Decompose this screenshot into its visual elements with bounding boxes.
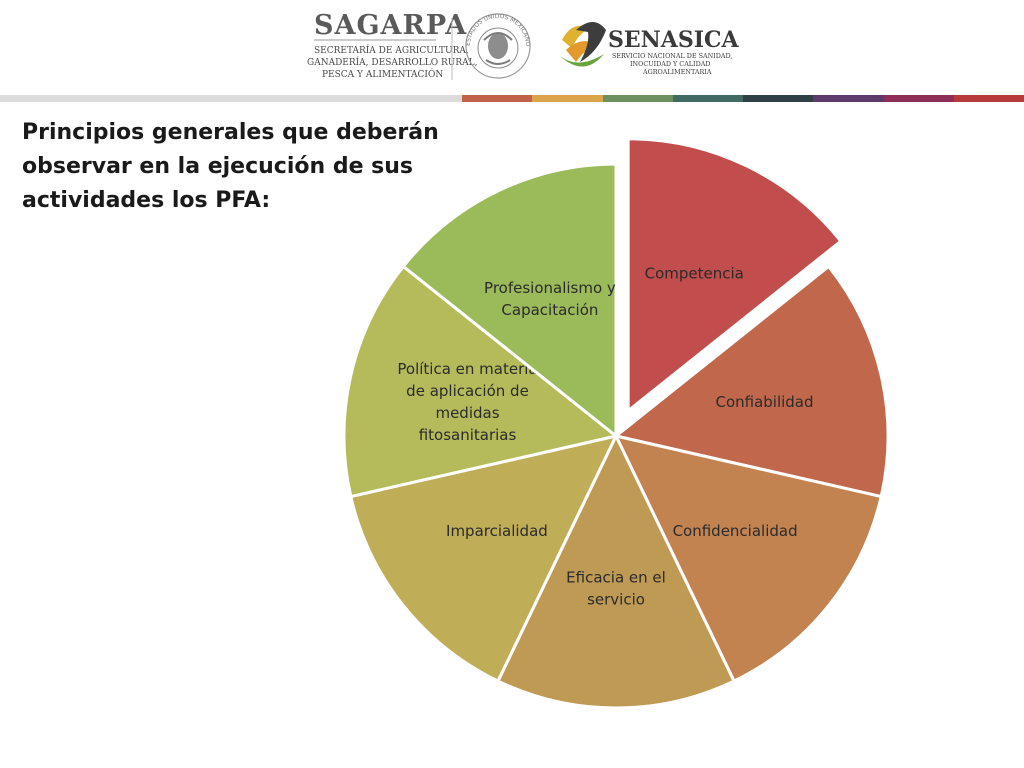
pie-slice: [349, 434, 618, 683]
sagarpa-subtitle-1: SECRETARÍA DE AGRICULTURA,: [314, 44, 469, 56]
header-band-gray: [0, 95, 462, 102]
sagarpa-subtitle-3: PESCA Y ALIMENTACIÓN: [322, 68, 443, 80]
band-segment: [883, 95, 954, 102]
pie-slice-label: Confiabilidad: [715, 393, 813, 411]
pie-slice-label: Imparcialidad: [446, 522, 548, 540]
pie-slice: [614, 434, 883, 683]
pie-slice: [496, 434, 736, 710]
senasica-name: SENASICA: [608, 27, 740, 53]
pie-slice-label: Competencia: [645, 265, 744, 283]
senasica-emblem-icon: [560, 22, 606, 67]
sagarpa-name: SAGARPA: [314, 10, 467, 41]
header-color-band: [0, 95, 1024, 102]
senasica-subtitle-1: SERVICIO NACIONAL DE SANIDAD,: [612, 52, 732, 60]
pie-slice-label: Eficacia en el servicio: [566, 568, 666, 608]
band-segment: [672, 95, 743, 102]
pie-slice: [342, 264, 618, 499]
senasica-subtitle-3: AGROALIMENTARIA: [642, 68, 712, 76]
sagarpa-subtitle-2: GANADERÍA, DESARROLLO RURAL,: [307, 56, 477, 68]
header: SAGARPA SECRETARÍA DE AGRICULTURA, GANAD…: [0, 0, 1024, 96]
senasica-subtitle-2: INOCUIDAD Y CALIDAD: [630, 60, 710, 68]
header-band-colors: [462, 95, 1024, 102]
slide-title: Principios generales que deberán observa…: [22, 120, 439, 213]
band-segment: [462, 95, 533, 102]
band-segment: [743, 95, 814, 102]
band-segment: [532, 95, 603, 102]
band-segment: [813, 95, 884, 102]
pie-slice: [626, 137, 843, 413]
band-segment: [602, 95, 673, 102]
sagarpa-logo: SAGARPA SECRETARÍA DE AGRICULTURA, GANAD…: [307, 10, 477, 80]
pie-slice-label: Profesionalismo y Capacitación: [484, 279, 616, 319]
pie-slice-label: Confidencialidad: [673, 522, 798, 540]
senasica-logo: SENASICA SERVICIO NACIONAL DE SANIDAD, I…: [560, 22, 740, 76]
band-segment: [953, 95, 1024, 102]
pie-slice-label: Política en materia de aplicación de medid…: [397, 360, 537, 444]
pie-slice: [614, 264, 890, 499]
pie-slice: [401, 162, 618, 438]
logo-bar: SAGARPA SECRETARÍA DE AGRICULTURA, GANAD…: [0, 0, 740, 80]
